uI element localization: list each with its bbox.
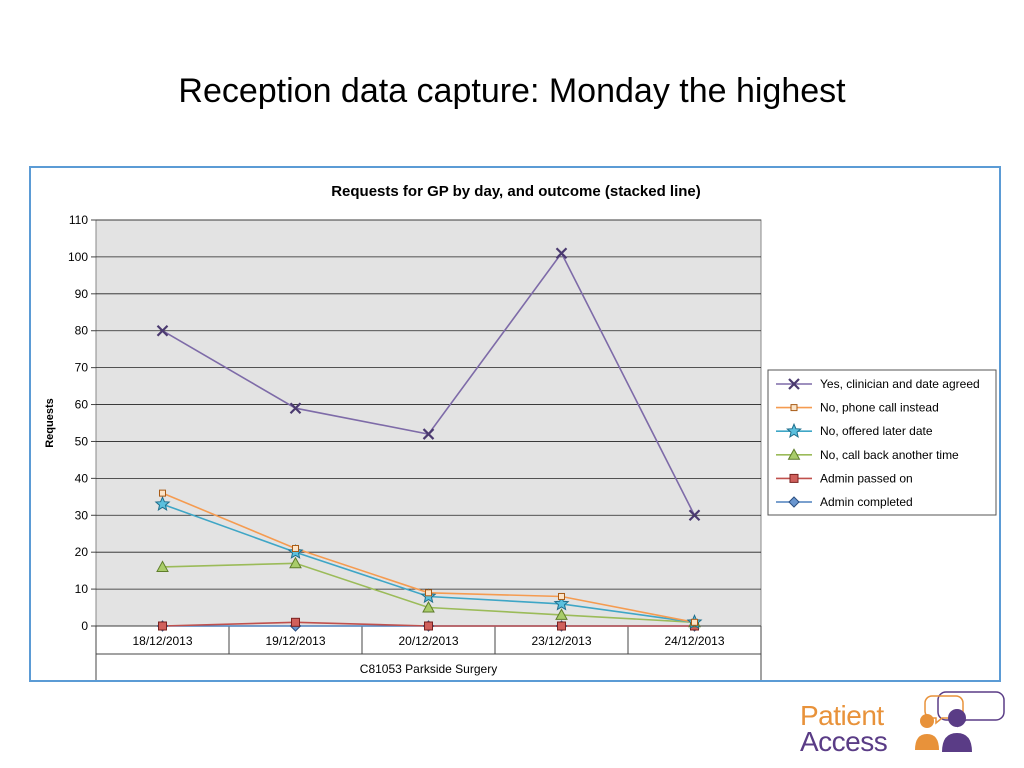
data-point	[159, 489, 166, 497]
legend-box	[767, 369, 997, 516]
data-point	[156, 324, 169, 337]
data-point	[422, 601, 435, 613]
y-tick-label: 0	[81, 619, 88, 633]
data-point	[154, 495, 171, 511]
legend-label: Admin completed	[820, 495, 913, 509]
y-tick-label: 10	[75, 582, 89, 596]
legend-marker	[788, 378, 800, 390]
y-tick-label: 90	[75, 287, 89, 301]
line-chart: Requests for GP by day, and outcome (sta…	[44, 183, 997, 680]
legend-label: No, phone call instead	[820, 401, 939, 415]
legend-label: Yes, clinician and date agreed	[820, 377, 980, 391]
data-point	[553, 595, 570, 611]
legend-marker	[788, 496, 800, 508]
y-tick-label: 60	[75, 398, 89, 412]
legend-label: Admin passed on	[820, 471, 913, 485]
data-point	[424, 621, 433, 631]
data-point	[555, 608, 568, 620]
legend-marker	[787, 448, 801, 460]
logo-text-access: Access	[800, 726, 888, 757]
legend-marker	[786, 422, 802, 438]
x-axis-label: C81053 Parkside Surgery	[360, 662, 497, 676]
y-tick-label: 20	[75, 545, 89, 559]
data-point	[555, 247, 568, 259]
data-point	[289, 556, 302, 569]
y-tick-label: 80	[75, 324, 89, 338]
data-point	[292, 544, 299, 552]
logo-people-icon	[915, 691, 1005, 752]
data-point	[156, 560, 169, 572]
data-point	[557, 621, 566, 631]
data-point	[558, 592, 565, 600]
data-point	[291, 617, 300, 627]
chart-title: Requests for GP by day, and outcome (sta…	[331, 183, 701, 200]
y-tick-label: 40	[75, 471, 89, 485]
y-axis-label: Requests	[44, 398, 56, 448]
x-tick-label: 24/12/2013	[664, 634, 724, 648]
data-point	[422, 428, 435, 440]
legend-marker	[789, 473, 799, 483]
y-tick-label: 50	[75, 434, 89, 448]
logo-text-patient: Patient	[800, 700, 884, 731]
legend-label: No, call back another time	[820, 448, 959, 462]
plot-area	[95, 219, 762, 627]
x-tick-label: 20/12/2013	[398, 634, 458, 648]
data-point	[425, 589, 432, 597]
y-tick-label: 70	[75, 361, 89, 375]
y-tick-label: 110	[69, 213, 88, 227]
x-tick-label: 18/12/2013	[132, 634, 192, 648]
slide-title: Reception data capture: Monday the highe…	[178, 72, 846, 110]
patient-access-logo: Patient Access	[800, 688, 1010, 758]
data-point	[691, 618, 698, 626]
legend-marker	[790, 404, 798, 412]
y-tick-label: 100	[68, 250, 88, 264]
chart-frame: Requests for GP by day, and outcome (sta…	[29, 166, 1001, 682]
x-tick-label: 19/12/2013	[265, 634, 325, 648]
y-tick-label: 30	[75, 508, 89, 522]
legend-label: No, offered later date	[820, 424, 933, 438]
data-point	[158, 621, 167, 631]
data-point	[289, 402, 302, 415]
x-tick-label: 23/12/2013	[531, 634, 591, 648]
data-point	[688, 509, 701, 522]
